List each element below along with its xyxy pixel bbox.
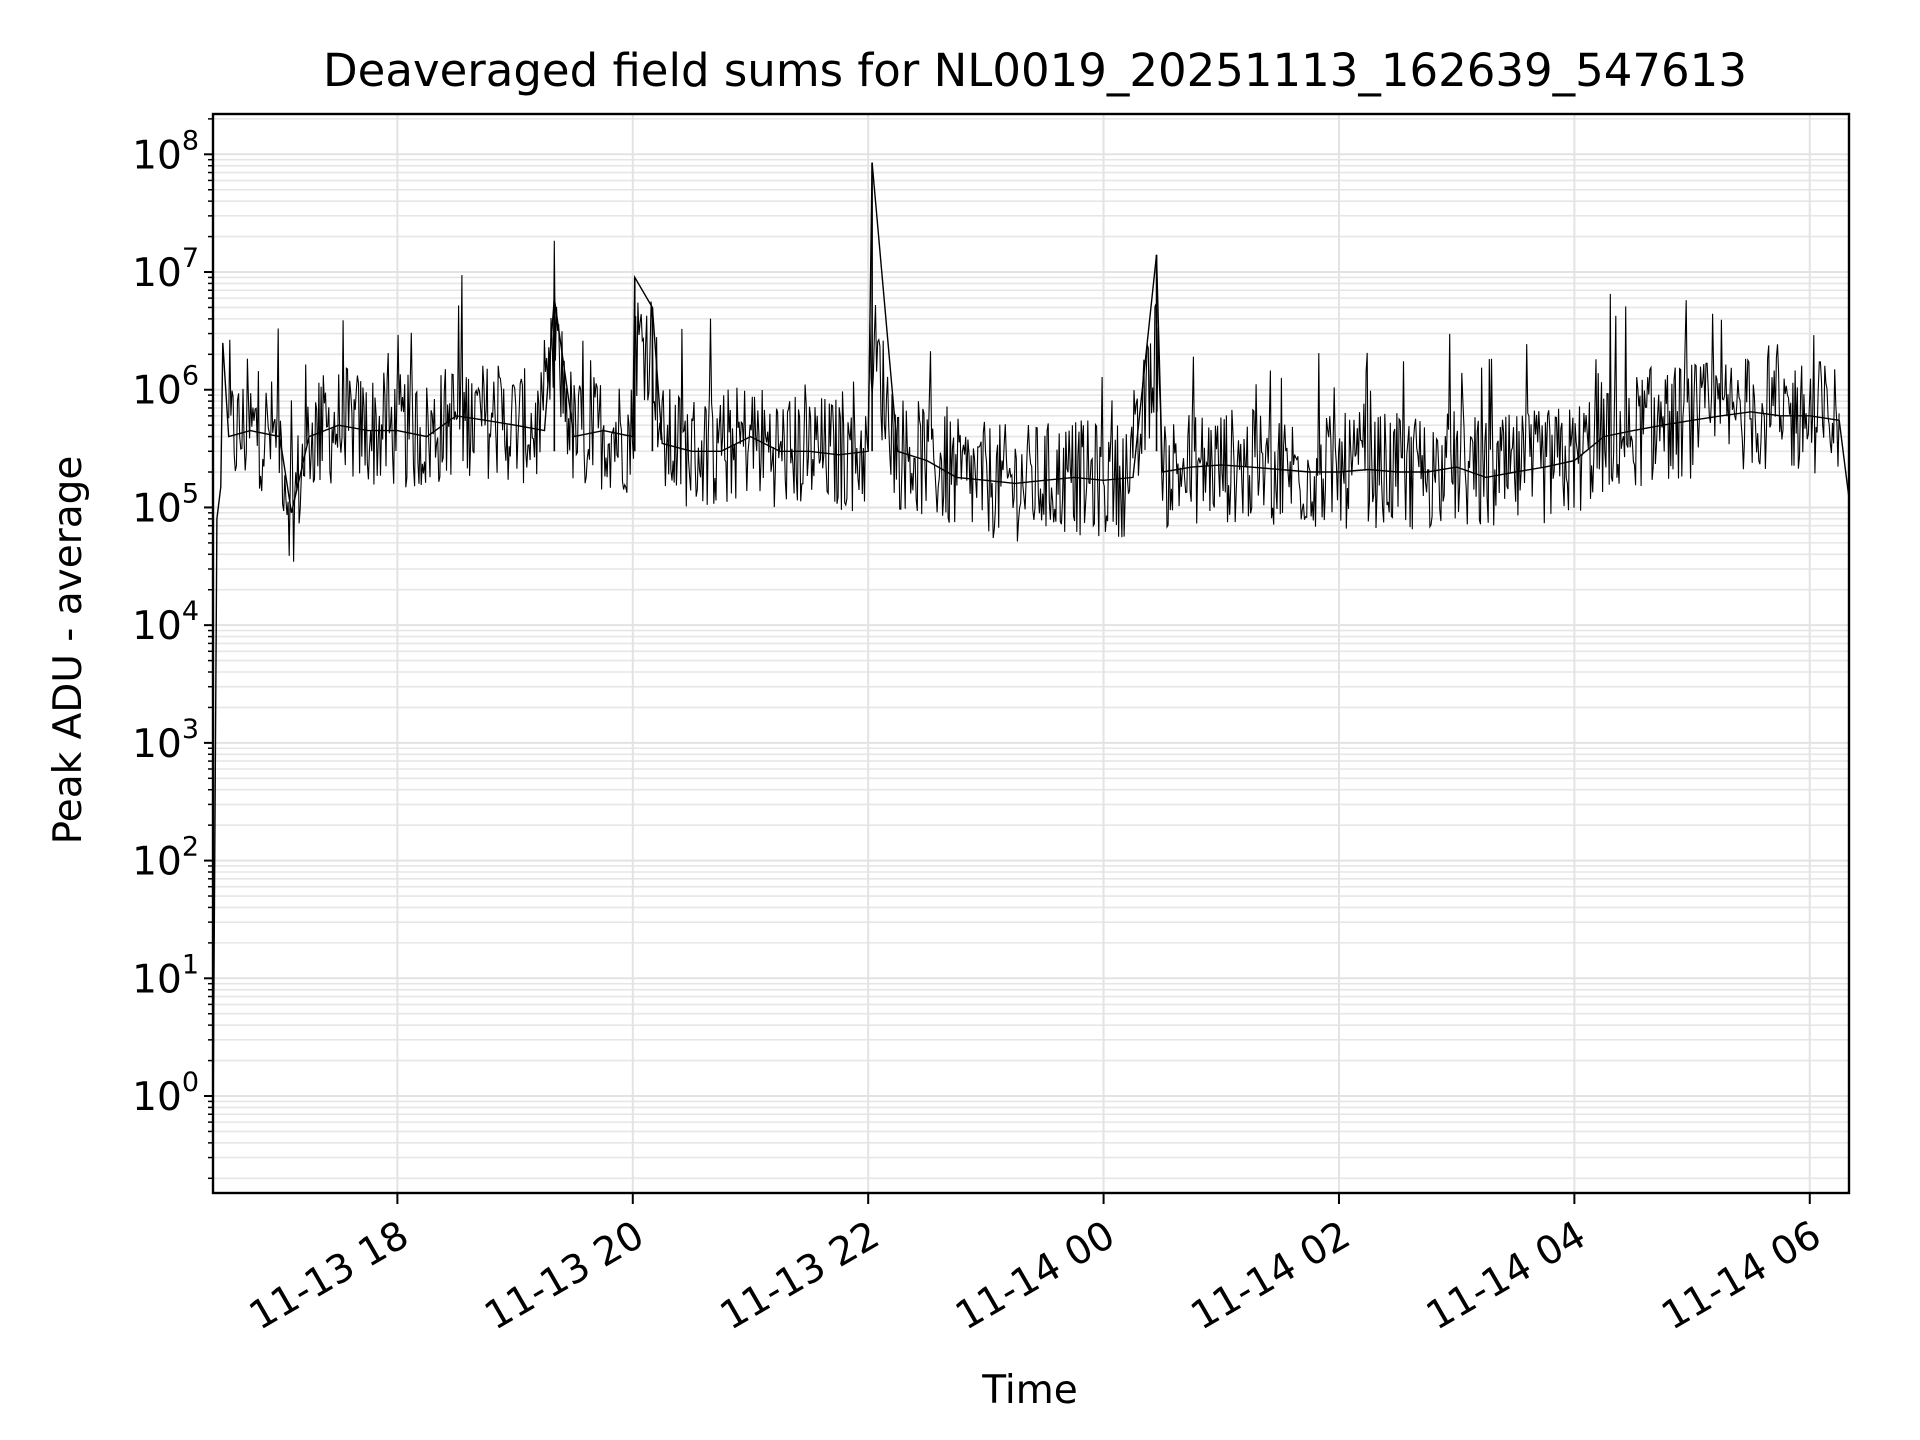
y-tick-label: 103 [132, 714, 199, 767]
y-axis-label: Peak ADU - average [46, 456, 91, 845]
chart-title: Deaveraged field sums for NL0019_2025111… [323, 44, 1747, 97]
y-tick-label: 102 [132, 832, 199, 885]
y-tick-label: 105 [132, 478, 199, 531]
y-tick-label: 106 [132, 361, 199, 414]
grid-lines [213, 114, 1849, 1193]
y-tick-label: 107 [132, 243, 199, 296]
y-tick-label: 101 [132, 949, 199, 1002]
series-group [212, 162, 1850, 1132]
y-tick-label: 108 [132, 125, 199, 178]
y-tick-label: 100 [132, 1067, 199, 1120]
y-tick-label: 104 [132, 596, 199, 649]
plot-frame [211, 112, 1851, 1195]
series-noise-trace [228, 240, 1840, 562]
x-axis-label: Time [981, 1368, 1077, 1413]
